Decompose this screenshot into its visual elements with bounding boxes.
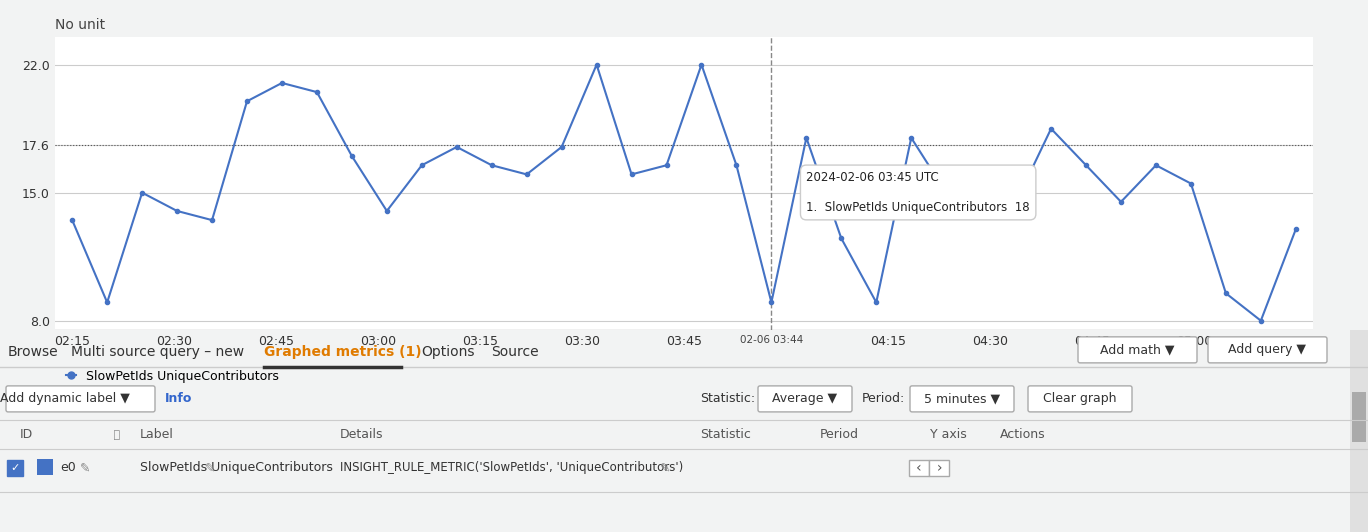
Text: INSIGHT_RULE_METRIC('SlowPetIds', 'UniqueContributors'): INSIGHT_RULE_METRIC('SlowPetIds', 'Uniqu… <box>341 461 683 475</box>
Text: ‹: ‹ <box>917 461 922 475</box>
Text: No unit: No unit <box>55 18 105 32</box>
Text: Add math ▼: Add math ▼ <box>1100 343 1174 356</box>
Text: Statistic:: Statistic: <box>700 393 755 405</box>
FancyBboxPatch shape <box>1027 386 1131 412</box>
Text: 02-06 03:44: 02-06 03:44 <box>740 335 803 345</box>
FancyBboxPatch shape <box>37 459 53 475</box>
Text: Clear graph: Clear graph <box>1044 393 1116 405</box>
FancyBboxPatch shape <box>908 460 929 476</box>
Text: ID: ID <box>21 428 33 442</box>
Text: Period: Period <box>819 428 859 442</box>
FancyBboxPatch shape <box>5 386 155 412</box>
FancyBboxPatch shape <box>929 460 949 476</box>
Text: SlowPetIds UniqueContributors: SlowPetIds UniqueContributors <box>140 461 332 475</box>
FancyBboxPatch shape <box>7 460 23 476</box>
Legend: SlowPetIds UniqueContributors: SlowPetIds UniqueContributors <box>62 365 283 388</box>
Text: ✎: ✎ <box>205 461 216 475</box>
Text: Options: Options <box>421 345 475 359</box>
Text: Details: Details <box>341 428 383 442</box>
Text: ✎: ✎ <box>79 461 90 475</box>
FancyBboxPatch shape <box>1078 337 1197 363</box>
FancyBboxPatch shape <box>758 386 852 412</box>
Text: Source: Source <box>491 345 539 359</box>
Text: Actions: Actions <box>1000 428 1045 442</box>
Text: e0: e0 <box>60 461 75 475</box>
Bar <box>1352 392 1367 442</box>
Text: Period:: Period: <box>862 393 906 405</box>
Text: ✓: ✓ <box>11 463 19 473</box>
Text: Browse: Browse <box>8 345 59 359</box>
Text: 5 minutes ▼: 5 minutes ▼ <box>923 393 1000 405</box>
Text: ✎: ✎ <box>659 461 670 475</box>
Text: Add dynamic label ▼: Add dynamic label ▼ <box>0 393 130 405</box>
Text: Y axis: Y axis <box>930 428 967 442</box>
Text: ›: › <box>936 461 941 475</box>
Text: Graphed metrics (1): Graphed metrics (1) <box>264 345 421 359</box>
Text: ⓘ: ⓘ <box>109 430 120 440</box>
Bar <box>1350 330 1368 532</box>
Text: Info: Info <box>166 393 193 405</box>
Text: Statistic: Statistic <box>700 428 751 442</box>
Text: Label: Label <box>140 428 174 442</box>
Text: Multi source query – new: Multi source query – new <box>71 345 245 359</box>
FancyBboxPatch shape <box>910 386 1014 412</box>
FancyBboxPatch shape <box>1208 337 1327 363</box>
Text: Add query ▼: Add query ▼ <box>1228 343 1306 356</box>
Text: 2024-02-06 03:45 UTC

1.  SlowPetIds UniqueContributors  18: 2024-02-06 03:45 UTC 1. SlowPetIds Uniqu… <box>806 171 1030 214</box>
Text: Average ▼: Average ▼ <box>773 393 837 405</box>
